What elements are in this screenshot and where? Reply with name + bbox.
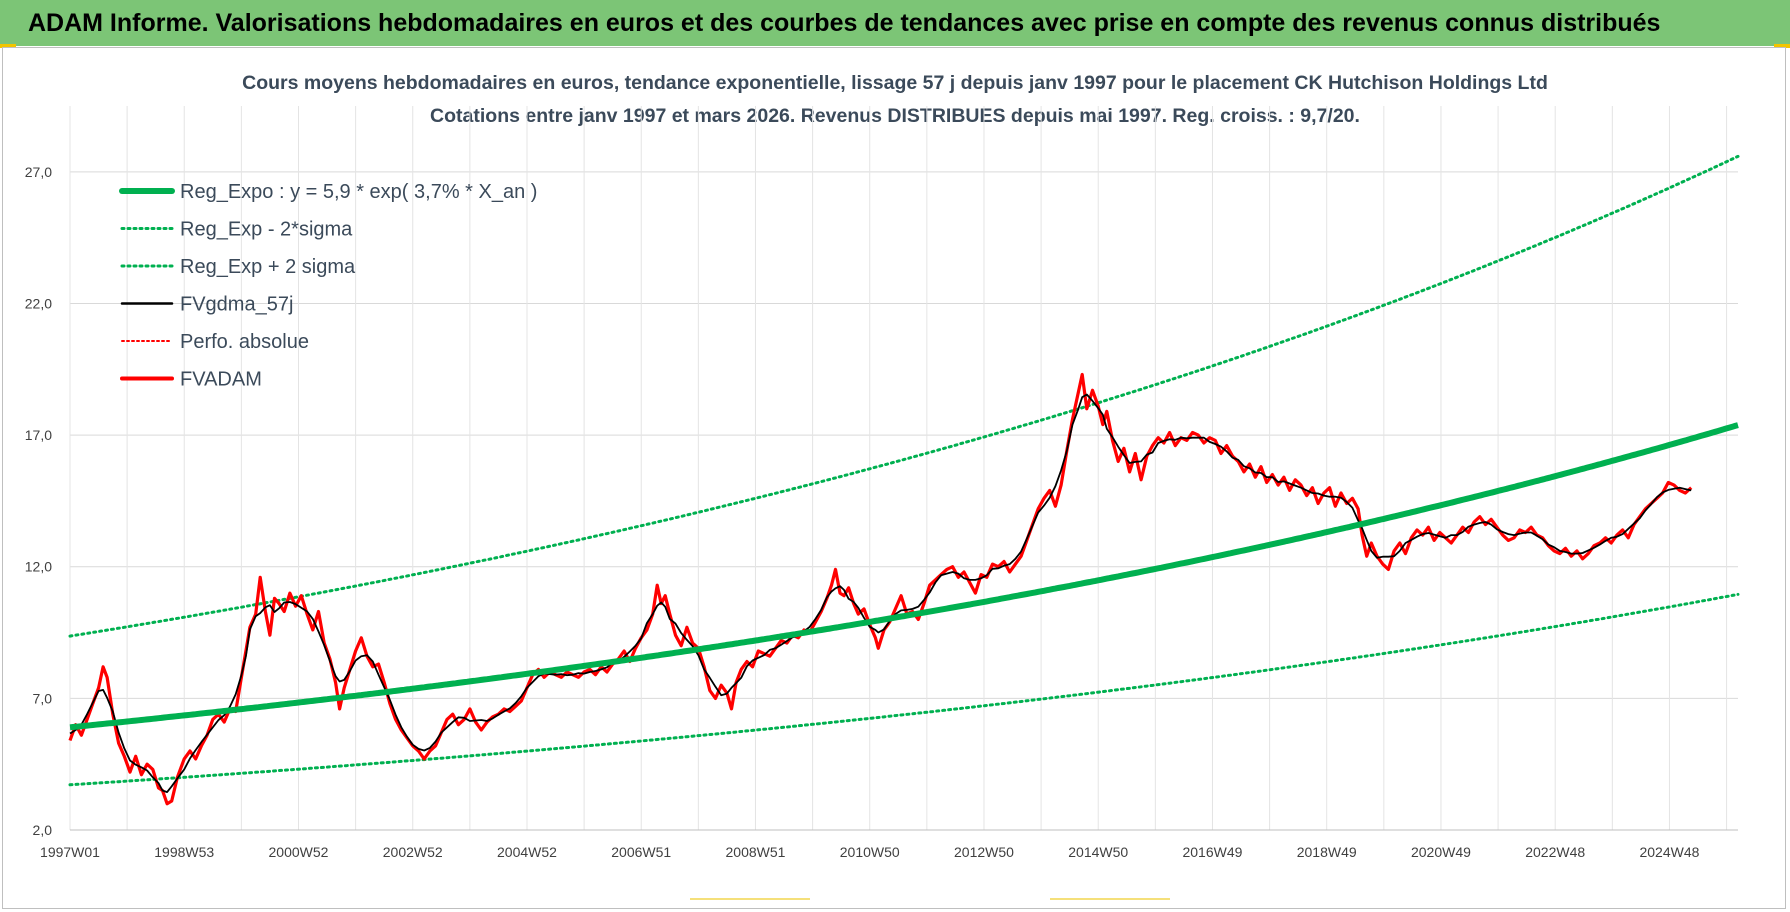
x-tick-label-3: 2002W52 [383,844,443,860]
x-tick-label-2: 2000W52 [269,844,329,860]
y-tick-label-1: 7,0 [33,690,53,706]
series-reg-exp-minus-2-sigma [68,592,1740,787]
x-tick-label-1: 1998W53 [154,844,214,860]
x-tick-label-10: 2016W49 [1182,844,1242,860]
y-tick-label-4: 22,0 [25,295,52,311]
legend-label-5: FVADAM [180,369,262,391]
chart-subtitle: Cotations entre janv 1997 et mars 2026. … [430,105,1360,127]
report-banner-title: ADAM Informe. Valorisations hebdomadaire… [28,8,1661,37]
bottom-accent-2 [1050,898,1170,900]
x-tick-label-4: 2004W52 [497,844,557,860]
legend-label-0: Reg_Expo : y = 5,9 * exp( 3,7% * X_an ) [180,181,537,203]
chart-title: Cours moyens hebdomadaires en euros, ten… [242,72,1548,94]
chart-frame [2,47,1786,909]
report-banner: ADAM Informe. Valorisations hebdomadaire… [0,0,1790,46]
series-fvgdma-57j [69,393,1692,793]
y-tick-label-0: 2,0 [33,822,53,838]
x-tick-label-8: 2012W50 [954,844,1014,860]
corner-accent-right [1774,44,1790,48]
y-tick-label-5: 27,0 [25,164,52,180]
legend-label-3: FVgdma_57j [180,294,293,316]
x-tick-label-5: 2006W51 [611,844,671,860]
x-tick-label-11: 2018W49 [1297,844,1357,860]
y-tick-label-2: 12,0 [25,559,52,575]
corner-accent-left [0,44,16,48]
x-tick-label-9: 2014W50 [1068,844,1128,860]
series-reg-exp-plus-2-sigma [68,154,1740,638]
bottom-accent-1 [690,898,810,900]
series-fvadam [68,372,1693,806]
y-tick-label-3: 17,0 [25,427,52,443]
legend-label-4: Perfo. absolue [180,331,309,353]
x-tick-label-7: 2010W50 [840,844,900,860]
x-tick-label-13: 2022W48 [1525,844,1585,860]
legend-label-1: Reg_Exp - 2*sigma [180,219,353,241]
x-tick-label-14: 2024W48 [1639,844,1699,860]
legend-label-2: Reg_Exp + 2 sigma [180,256,356,278]
x-tick-label-12: 2020W49 [1411,844,1471,860]
x-tick-label-0: 1997W01 [40,844,100,860]
series-reg-expo [69,422,1739,731]
x-tick-label-6: 2008W51 [726,844,786,860]
